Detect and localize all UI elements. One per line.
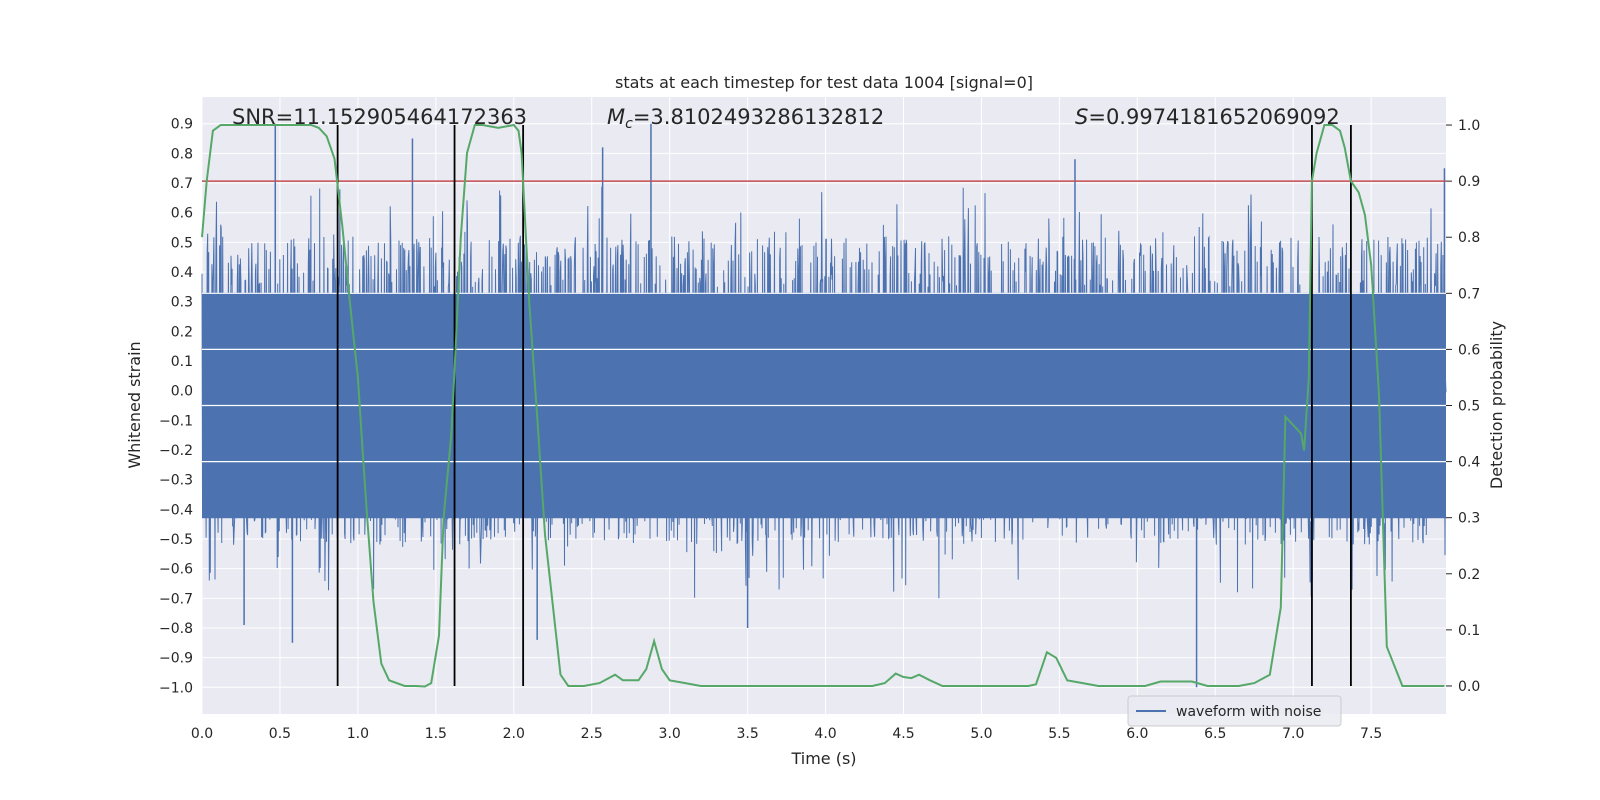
chirp-mass-value: =3.8102493286132812 (633, 105, 884, 129)
x-tick-label-15: 7.5 (1360, 726, 1382, 742)
y-left-tick-label-15: −0.6 (159, 562, 193, 578)
y-right-tick-label-1: 0.9 (1458, 174, 1480, 190)
y-left-tick-label-13: −0.4 (159, 502, 193, 518)
x-tick-label-7: 3.5 (736, 726, 758, 742)
x-tick-label-13: 6.5 (1204, 726, 1226, 742)
y-right-tick-label-6: 0.4 (1458, 455, 1480, 471)
x-tick-label-4: 2.0 (503, 726, 525, 742)
legend-box (1127, 695, 1342, 727)
x-tick-label-0: 0.0 (191, 726, 213, 742)
y-left-tick-label-5: 0.4 (171, 265, 193, 281)
x-axis-label: Time (s) (790, 749, 856, 768)
y-left-tick-label-4: 0.5 (171, 235, 193, 251)
x-tick-label-10: 5.0 (970, 726, 992, 742)
y-left-tick-label-8: 0.1 (171, 354, 193, 370)
y-right-tick-label-10: 0.0 (1458, 679, 1480, 695)
strain-series (201, 123, 1447, 688)
y-left-tick-label-10: −0.1 (159, 413, 193, 429)
y-left-tick-label-7: 0.2 (171, 324, 193, 340)
probability-series (201, 123, 1445, 688)
detection-probability-line (201, 123, 1445, 688)
x-tick-label-6: 3.0 (659, 726, 681, 742)
legend: waveform with noise (1127, 695, 1342, 727)
legend-label: waveform with noise (1176, 704, 1321, 720)
y-left-tick-label-14: −0.5 (159, 532, 193, 548)
y-left-tick-label-0: 0.9 (171, 117, 193, 133)
x-tick-label-2: 1.0 (347, 726, 369, 742)
y-left-tick-label-9: 0.0 (171, 384, 193, 400)
y-left-tick-label-2: 0.7 (171, 176, 193, 192)
y-left-tick-label-11: −0.2 (159, 443, 193, 459)
y-right-tick-labels: 1.0 0.9 0.8 0.7 0.6 0.5 0.4 0.3 0.2 0.1 0.0 (1446, 118, 1480, 695)
chart-title: stats at each timestep for test data 100… (615, 73, 1033, 92)
snr-annotation: SNR=11.152905464172363 (232, 105, 527, 129)
x-tick-label-1: 0.5 (269, 726, 291, 742)
y-right-tick-label-8: 0.2 (1458, 567, 1480, 583)
y-right-tick-label-9: 0.1 (1458, 623, 1480, 639)
vertical-markers (336, 125, 1352, 686)
y-left-axis-label: Whitened strain (125, 341, 144, 468)
s-value: =0.9974181652069092 (1088, 105, 1339, 129)
y-left-tick-label-6: 0.3 (171, 295, 193, 311)
y-left-tick-label-17: −0.8 (159, 621, 193, 637)
y-right-tick-label-4: 0.6 (1458, 342, 1480, 358)
x-tick-label-5: 2.5 (581, 726, 603, 742)
chirp-mass-subscript: c (625, 116, 633, 132)
s-annotation: S=0.9974181652069092 (1075, 105, 1340, 129)
y-left-tick-label-12: −0.3 (159, 473, 193, 489)
x-tick-labels: 0.0 0.5 1.0 1.5 2.0 2.5 3.0 3.5 4.0 4.5 5.0 5.5 6.0 6… (191, 726, 1382, 742)
x-tick-label-12: 6.0 (1126, 726, 1148, 742)
x-tick-label-3: 1.5 (425, 726, 447, 742)
y-right-axis-label: Detection probability (1487, 321, 1506, 489)
s-symbol: S (1075, 105, 1088, 129)
y-right-tick-label-5: 0.5 (1458, 399, 1480, 415)
chirp-mass-symbol: M (607, 105, 625, 129)
y-left-tick-label-3: 0.6 (171, 206, 193, 222)
y-left-tick-label-18: −0.9 (159, 651, 193, 667)
y-right-tick-label-3: 0.7 (1458, 286, 1480, 302)
y-right-tick-label-0: 1.0 (1458, 118, 1480, 134)
y-right-tick-label-7: 0.3 (1458, 511, 1480, 527)
x-tick-label-11: 5.5 (1048, 726, 1070, 742)
y-right-tick-label-2: 0.8 (1458, 230, 1480, 246)
x-tick-label-8: 4.0 (814, 726, 836, 742)
y-left-tick-label-1: 0.8 (171, 146, 193, 162)
y-left-tick-label-19: −1.0 (159, 680, 193, 696)
y-left-tick-labels: 0.9 0.8 0.7 0.6 0.5 0.4 0.3 0.2 0.1 0.0 −0.1 −0.2 −0… (159, 117, 193, 697)
chirp-mass-annotation: Mc=3.8102493286132812 (607, 105, 884, 132)
y-left-tick-label-16: −0.7 (159, 591, 193, 607)
x-tick-label-9: 4.5 (892, 726, 914, 742)
x-tick-label-14: 7.0 (1282, 726, 1304, 742)
